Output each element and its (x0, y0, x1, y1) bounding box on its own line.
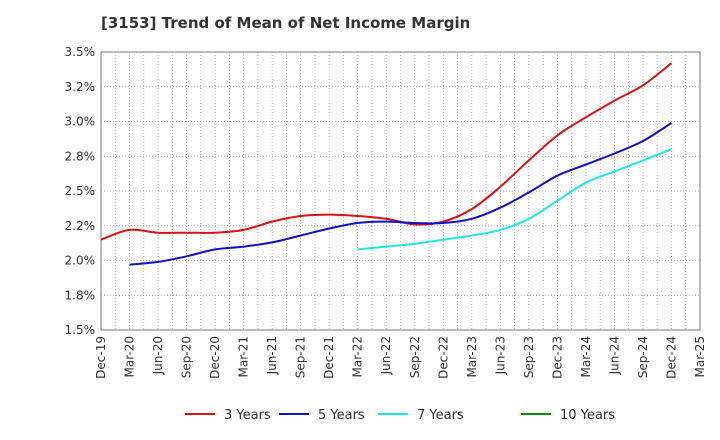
x-tick-label: Mar-24 (579, 336, 593, 377)
y-tick-label: 2.0% (65, 254, 96, 268)
x-tick-label: Mar-21 (237, 336, 251, 377)
y-tick-label: 2.8% (65, 149, 96, 163)
x-tick-label: Dec-19 (94, 336, 108, 379)
legend: 3 Years 5 Years 7 Years 10 Years (185, 408, 615, 423)
x-tick-label: Mar-22 (351, 336, 365, 377)
x-tick-label: Sep-20 (180, 336, 194, 378)
y-tick-label: 2.5% (65, 184, 96, 198)
x-tick-label: Mar-25 (693, 336, 707, 377)
y-tick-label: 1.5% (65, 323, 96, 337)
axes: 1.5% 1.8% 2.0% 2.2% 2.5% 2.8% 3.0% 3.2% 3.5% Dec-… (65, 45, 708, 379)
x-tick-label: Sep-22 (408, 336, 422, 378)
x-tick-label: Dec-20 (208, 336, 222, 379)
y-tick-label: 2.2% (65, 219, 96, 233)
x-tick-label: Jun-20 (151, 336, 165, 375)
x-tick-label: Jun-23 (493, 336, 507, 375)
x-tick-label: Sep-24 (636, 336, 650, 378)
series-line-2 (357, 148, 672, 251)
series-line-1 (129, 122, 673, 266)
plot-area (100, 51, 701, 331)
x-tick-label: Dec-24 (664, 336, 678, 379)
x-tick-label: Mar-23 (465, 336, 479, 377)
x-tick-label: Mar-20 (123, 336, 137, 377)
x-tick-label: Jun-21 (265, 336, 279, 375)
legend-label-1: 5 Years (318, 408, 365, 423)
x-tick-label: Jun-22 (379, 336, 393, 375)
x-tick-label: Sep-21 (294, 336, 308, 378)
y-tick-label: 1.8% (65, 288, 96, 302)
series-lines (100, 62, 673, 266)
x-tick-label: Jun-24 (607, 336, 621, 375)
y-tick-label: 3.0% (65, 115, 96, 129)
x-tick-label: Sep-23 (522, 336, 536, 378)
legend-label-3: 10 Years (560, 408, 615, 423)
series-line-0 (100, 62, 673, 241)
legend-label-0: 3 Years (224, 408, 271, 423)
y-tick-label: 3.5% (65, 45, 96, 59)
x-tick-label: Dec-22 (436, 336, 450, 379)
legend-label-2: 7 Years (417, 408, 464, 423)
x-tick-label: Dec-23 (550, 336, 564, 379)
x-tick-label: Dec-21 (322, 336, 336, 379)
y-tick-label: 3.2% (65, 80, 96, 94)
chart-title: [3153] Trend of Mean of Net Income Margi… (101, 14, 471, 32)
